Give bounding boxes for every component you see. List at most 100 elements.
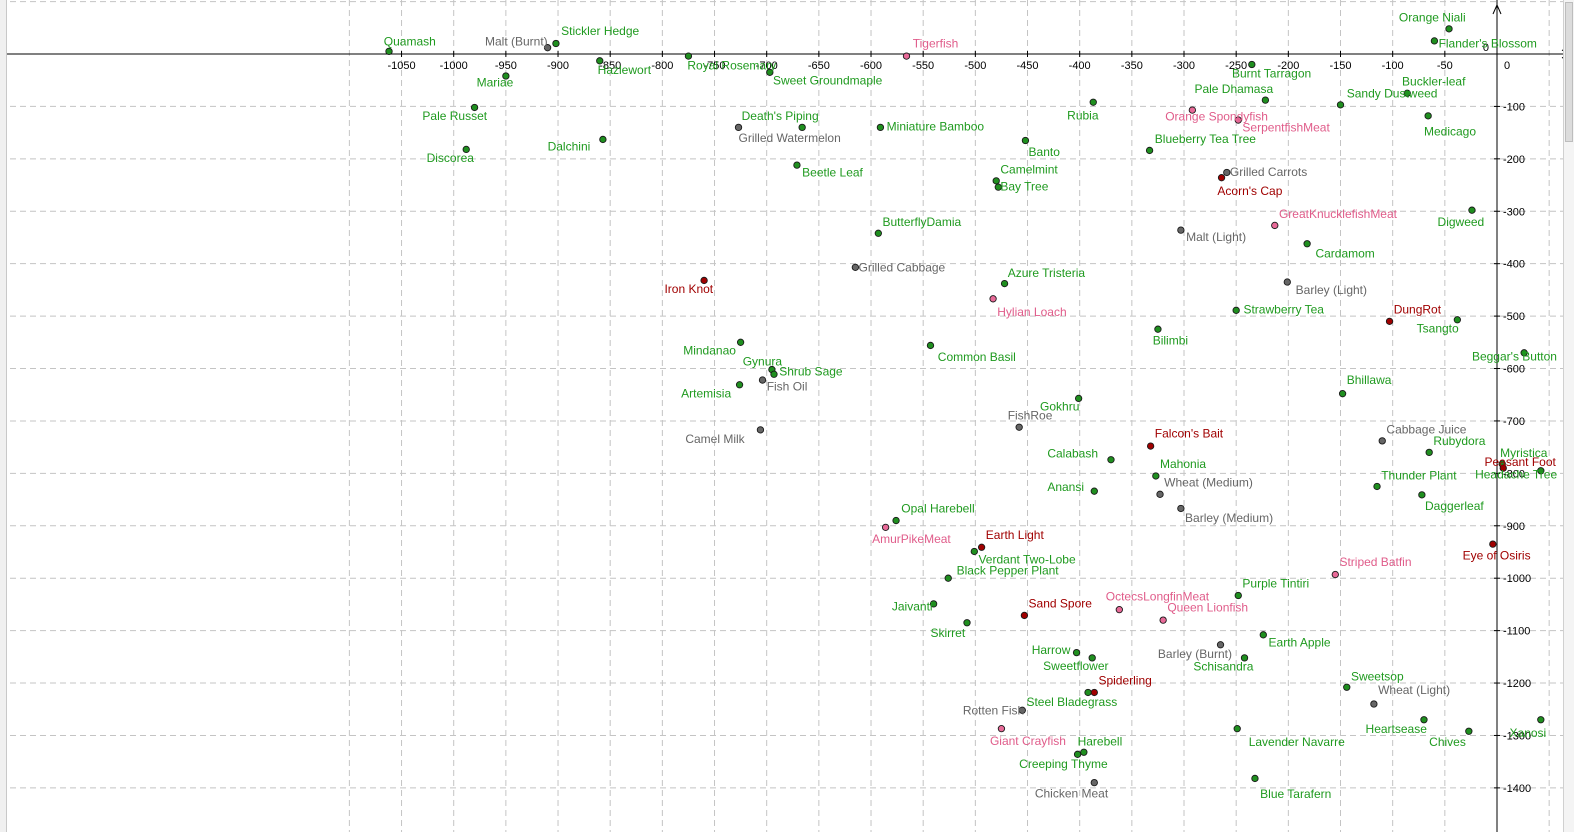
data-point[interactable] bbox=[1217, 174, 1226, 182]
data-point[interactable] bbox=[1107, 456, 1115, 464]
data-point[interactable] bbox=[1385, 317, 1394, 325]
scrollbar-thumb[interactable] bbox=[1565, 2, 1573, 142]
data-point[interactable] bbox=[944, 574, 952, 582]
data-point[interactable] bbox=[1453, 316, 1462, 324]
data-point[interactable] bbox=[1489, 540, 1497, 548]
data-point[interactable] bbox=[1188, 106, 1197, 114]
data-point[interactable] bbox=[1261, 96, 1270, 104]
data-point[interactable] bbox=[1000, 279, 1009, 288]
data-point[interactable] bbox=[1331, 570, 1339, 579]
data-point[interactable] bbox=[543, 44, 552, 52]
data-point[interactable] bbox=[1090, 778, 1098, 787]
data-point[interactable] bbox=[770, 370, 778, 378]
data-point[interactable] bbox=[1233, 724, 1241, 733]
data-point[interactable] bbox=[684, 52, 693, 60]
data-point[interactable] bbox=[1115, 606, 1123, 614]
data-point[interactable] bbox=[1468, 206, 1476, 214]
data-point[interactable] bbox=[758, 376, 767, 384]
data-point[interactable] bbox=[997, 724, 1006, 733]
data-point[interactable] bbox=[1420, 716, 1428, 724]
data-point[interactable] bbox=[1445, 25, 1453, 33]
data-point[interactable] bbox=[1403, 89, 1411, 97]
data-point[interactable] bbox=[1248, 60, 1256, 69]
data-point[interactable] bbox=[1234, 116, 1242, 124]
data-point[interactable] bbox=[599, 135, 607, 144]
data-point[interactable] bbox=[1090, 487, 1098, 495]
data-point[interactable] bbox=[874, 229, 882, 237]
data-point[interactable] bbox=[892, 516, 900, 525]
data-point[interactable] bbox=[385, 47, 393, 56]
data-point[interactable] bbox=[992, 177, 1000, 185]
data-point[interactable] bbox=[1251, 774, 1259, 783]
data-point[interactable] bbox=[977, 543, 986, 551]
data-point[interactable] bbox=[1425, 448, 1433, 457]
data-point[interactable] bbox=[756, 426, 765, 434]
data-point[interactable] bbox=[735, 381, 744, 389]
data-point[interactable] bbox=[876, 123, 885, 132]
data-point[interactable] bbox=[1152, 472, 1160, 480]
data-point[interactable] bbox=[1159, 616, 1167, 624]
vertical-scrollbar[interactable] bbox=[1563, 0, 1574, 832]
data-point[interactable] bbox=[963, 619, 971, 627]
data-point[interactable] bbox=[1156, 490, 1164, 498]
data-point[interactable] bbox=[1373, 482, 1381, 491]
data-point[interactable] bbox=[1145, 146, 1154, 155]
data-point[interactable] bbox=[881, 523, 890, 532]
data-point[interactable] bbox=[1080, 748, 1088, 756]
data-point[interactable] bbox=[902, 52, 911, 60]
data-point[interactable] bbox=[1015, 423, 1023, 431]
data-point[interactable] bbox=[1303, 240, 1311, 248]
data-point[interactable] bbox=[734, 123, 743, 132]
data-point[interactable] bbox=[1537, 467, 1545, 475]
data-point[interactable] bbox=[1084, 688, 1092, 697]
data-point[interactable] bbox=[700, 276, 708, 285]
data-point[interactable] bbox=[851, 263, 860, 271]
data-point[interactable] bbox=[1418, 491, 1426, 499]
data-point[interactable] bbox=[1072, 648, 1081, 657]
data-point[interactable] bbox=[929, 600, 938, 608]
data-point[interactable] bbox=[1223, 168, 1231, 177]
data-point[interactable] bbox=[1336, 101, 1345, 109]
data-point[interactable] bbox=[1177, 504, 1185, 513]
data-point[interactable] bbox=[1424, 112, 1432, 120]
data-point[interactable] bbox=[798, 123, 806, 132]
data-point[interactable] bbox=[1089, 98, 1097, 106]
data-point[interactable] bbox=[1021, 136, 1030, 145]
data-point[interactable] bbox=[462, 145, 470, 154]
data-point[interactable] bbox=[1430, 37, 1439, 45]
data-point[interactable] bbox=[1499, 464, 1507, 472]
data-point[interactable] bbox=[1259, 631, 1267, 639]
data-point[interactable] bbox=[1154, 325, 1162, 333]
data-point[interactable] bbox=[1073, 750, 1082, 758]
data-point[interactable] bbox=[1240, 654, 1249, 662]
data-point[interactable] bbox=[1338, 390, 1347, 398]
data-point[interactable] bbox=[1283, 278, 1291, 286]
data-point[interactable] bbox=[1232, 306, 1240, 314]
data-point[interactable] bbox=[1074, 394, 1083, 403]
data-point[interactable] bbox=[596, 57, 604, 65]
data-point[interactable] bbox=[1088, 654, 1096, 662]
data-point[interactable] bbox=[1520, 349, 1528, 357]
data-point[interactable] bbox=[1177, 226, 1185, 234]
data-point[interactable] bbox=[970, 547, 978, 556]
data-point[interactable] bbox=[1234, 591, 1242, 600]
data-point[interactable] bbox=[1465, 727, 1473, 735]
data-point[interactable] bbox=[1146, 442, 1155, 450]
data-point[interactable] bbox=[1018, 706, 1026, 714]
data-point[interactable] bbox=[766, 68, 774, 76]
data-point[interactable] bbox=[994, 183, 1002, 191]
data-point[interactable] bbox=[552, 39, 560, 48]
data-point[interactable] bbox=[1271, 221, 1279, 230]
data-point[interactable] bbox=[926, 341, 935, 350]
data-point[interactable] bbox=[1370, 700, 1378, 708]
data-point[interactable] bbox=[1020, 611, 1029, 620]
data-point[interactable] bbox=[1216, 641, 1225, 649]
data-point[interactable] bbox=[1378, 437, 1386, 445]
data-point[interactable] bbox=[736, 338, 745, 346]
data-point[interactable] bbox=[1537, 716, 1545, 724]
data-point[interactable] bbox=[989, 295, 997, 303]
data-point[interactable] bbox=[502, 72, 510, 80]
data-point[interactable] bbox=[470, 103, 479, 112]
data-point[interactable] bbox=[1343, 683, 1351, 691]
data-point[interactable] bbox=[793, 161, 801, 169]
